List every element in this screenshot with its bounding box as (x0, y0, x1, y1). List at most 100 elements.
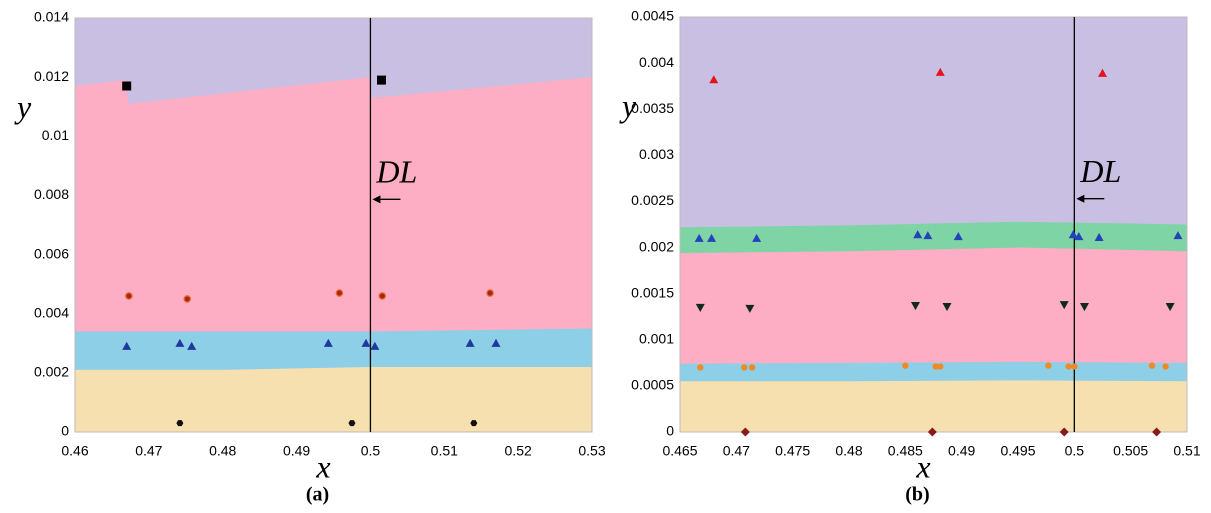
marker (1059, 427, 1069, 437)
x-tick-label: 0.505 (1113, 443, 1148, 459)
marker (709, 75, 719, 84)
marker (1098, 68, 1107, 77)
marker (752, 233, 762, 242)
x-tick-label: 0.475 (775, 443, 810, 459)
x-tick-label: 0.5 (1065, 443, 1085, 459)
x-tick-label: 0.495 (1000, 443, 1035, 459)
y-tick-label: 0.012 (34, 68, 69, 84)
marker (125, 292, 133, 300)
y-tick-label: 0.003 (639, 146, 674, 162)
dl-arrow-head (372, 195, 381, 204)
marker (927, 427, 937, 437)
y-tick-label: 0.001 (639, 330, 674, 346)
dl-arrow-head (1076, 194, 1085, 203)
y-tick-label: 0.002 (34, 364, 69, 380)
marker (923, 231, 933, 240)
y-tick-label: 0.006 (34, 245, 69, 261)
x-axis-label: x (315, 448, 330, 484)
marker (348, 420, 356, 427)
y-tick-label: 0 (61, 423, 69, 439)
marker (740, 427, 750, 437)
marker (183, 295, 192, 303)
caption: (a) (306, 484, 329, 506)
x-tick-label: 0.5 (361, 443, 381, 459)
marker (745, 304, 755, 313)
marker (175, 338, 185, 347)
marker (323, 338, 333, 347)
marker (1079, 302, 1089, 312)
x-tick-label: 0.47 (723, 443, 750, 459)
marker (1148, 362, 1156, 369)
dl-label: DL (1079, 153, 1121, 189)
marker (335, 289, 344, 297)
x-axis-label: x (915, 448, 930, 484)
marker (707, 233, 717, 242)
x-tick-label: 0.53 (578, 443, 605, 459)
marker (1065, 363, 1072, 370)
caption: (b) (905, 484, 929, 506)
x-tick-label: 0.48 (209, 443, 236, 459)
marker (370, 341, 380, 350)
x-tick-label: 0.465 (662, 443, 697, 459)
marker (486, 289, 494, 297)
marker (1071, 363, 1078, 370)
marker (953, 231, 963, 241)
x-tick-label: 0.48 (835, 443, 862, 459)
x-tick-label: 0.51 (431, 443, 458, 459)
marker (748, 364, 756, 371)
y-tick-label: 0.01 (42, 127, 69, 143)
marker (1152, 427, 1162, 437)
marker (378, 292, 387, 300)
x-tick-label: 0.49 (283, 443, 310, 459)
x-tick-label: 0.485 (888, 443, 923, 459)
x-tick-label: 0.47 (135, 443, 162, 459)
marker (942, 302, 952, 312)
x-tick-label: 0.46 (61, 443, 88, 459)
marker (491, 338, 501, 347)
marker (122, 81, 132, 91)
marker (122, 341, 132, 350)
marker (361, 338, 371, 347)
marker (902, 362, 909, 369)
marker (465, 338, 475, 347)
plot-border (74, 17, 593, 433)
marker (910, 302, 920, 311)
marker (694, 233, 704, 242)
y-tick-label: 0.004 (639, 54, 674, 70)
y-tick-label: 0.0025 (631, 192, 674, 208)
y-tick-label: 0.014 (34, 9, 69, 25)
x-tick-label: 0.51 (1173, 443, 1200, 459)
marker (470, 420, 478, 427)
marker (741, 364, 748, 371)
marker (1074, 231, 1084, 241)
marker (187, 341, 197, 350)
marker (1045, 362, 1052, 369)
y-tick-label: 0.0045 (631, 8, 674, 24)
y-tick-label: 0.0015 (631, 284, 674, 300)
marker (913, 230, 923, 239)
y-axis-label: y (619, 87, 637, 123)
marker (1173, 231, 1183, 240)
y-tick-label: 0 (666, 423, 674, 439)
marker (932, 363, 939, 370)
region (680, 380, 1187, 432)
y-tick-label: 0.0035 (631, 100, 674, 116)
x-tick-label: 0.52 (505, 443, 532, 459)
marker (937, 363, 944, 370)
marker (1162, 363, 1169, 370)
y-tick-label: 0.004 (34, 304, 69, 320)
x-tick-label: 0.49 (948, 443, 975, 459)
marker (377, 75, 387, 85)
marker (1068, 230, 1078, 239)
marker (1094, 232, 1104, 242)
y-tick-label: 0.0005 (631, 377, 674, 393)
region (75, 366, 592, 432)
marker (695, 303, 705, 312)
y-axis-label: y (14, 88, 32, 124)
marker (697, 364, 704, 371)
marker (935, 67, 945, 76)
y-tick-label: 0.008 (34, 186, 69, 202)
marker (1165, 302, 1175, 312)
marker (1059, 301, 1069, 310)
